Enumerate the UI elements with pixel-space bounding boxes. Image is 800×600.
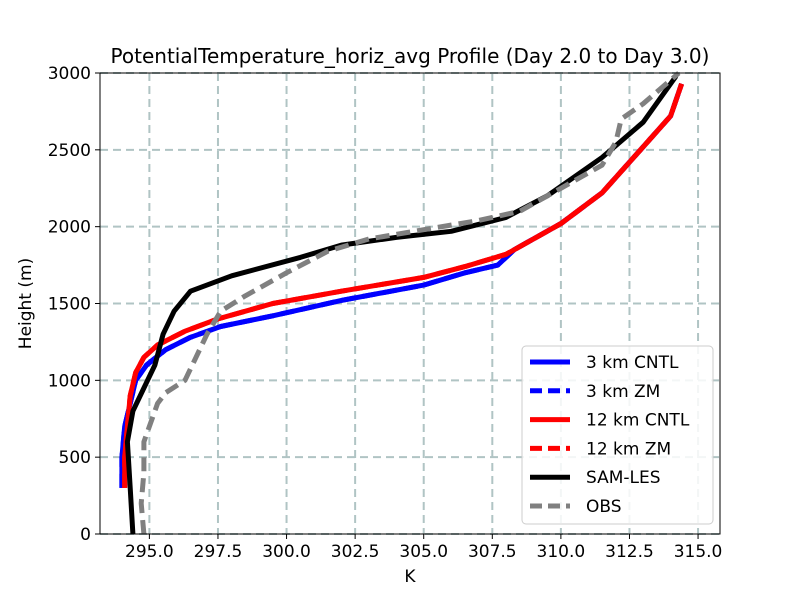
- y-tick-label: 2000: [48, 218, 91, 238]
- x-tick-label: 312.5: [605, 542, 654, 562]
- series-line-12-km-zm: [122, 82, 684, 488]
- x-tick-label: 300.0: [262, 542, 311, 562]
- x-tick-label: 315.0: [674, 542, 723, 562]
- legend-label-12-km-cntl: 12 km CNTL: [586, 411, 690, 431]
- legend: 3 km CNTL 3 km ZM 12 km CNTL 12 km ZM SAM-LE…: [521, 345, 714, 525]
- x-axis-label: K: [404, 567, 416, 587]
- chart-title: PotentialTemperature_horiz_avg Profile (…: [111, 44, 710, 68]
- x-tick-label: 307.5: [468, 542, 517, 562]
- x-tick-label: 305.0: [399, 542, 448, 562]
- legend-label-3-km-zm: 3 km ZM: [586, 382, 660, 402]
- axis-ticks: 295.0 297.5 300.0 302.5 305.0 307.5 310.0 312.5…: [48, 64, 723, 562]
- series-line-obs: [138, 71, 681, 535]
- y-tick-label: 2500: [48, 141, 91, 161]
- x-tick-label: 302.5: [331, 542, 380, 562]
- y-tick-label: 3000: [48, 64, 91, 84]
- y-axis-label: Height (m): [16, 258, 36, 349]
- y-tick-label: 1000: [48, 371, 91, 391]
- legend-label-12-km-zm: 12 km ZM: [586, 439, 671, 459]
- x-tick-label: 295.0: [125, 542, 174, 562]
- y-tick-label: 500: [59, 448, 91, 468]
- y-tick-label: 1500: [48, 295, 91, 315]
- y-tick-label: 0: [80, 525, 91, 545]
- plot-lines: [119, 71, 684, 535]
- legend-label-3-km-cntl: 3 km CNTL: [586, 353, 679, 373]
- legend-label-sam-les: SAM-LES: [586, 468, 661, 488]
- x-tick-label: 297.5: [194, 542, 243, 562]
- legend-label-obs: OBS: [586, 497, 622, 517]
- x-tick-label: 310.0: [537, 542, 586, 562]
